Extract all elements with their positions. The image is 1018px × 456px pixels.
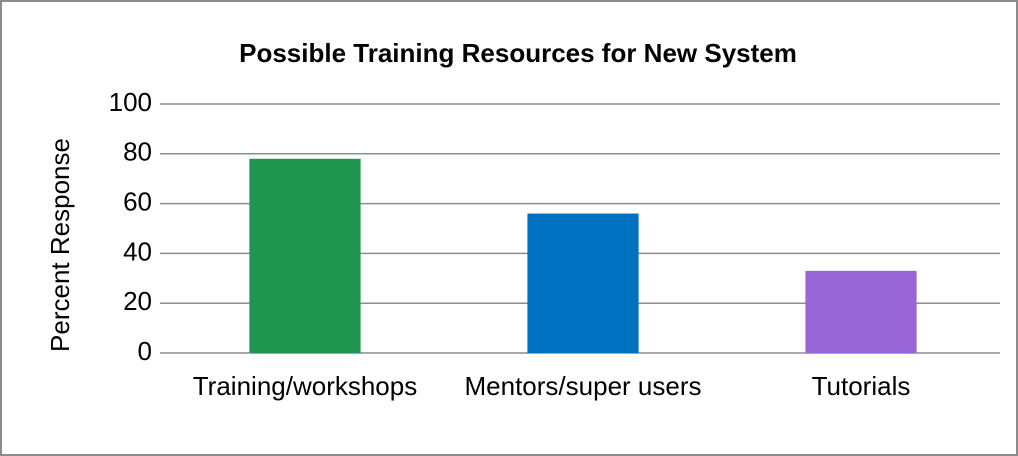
x-tick-label: Tutorials — [811, 371, 911, 401]
x-tick-label: Training/workshops — [192, 371, 418, 401]
y-tick-label: 0 — [138, 336, 152, 366]
chart-title: Possible Training Resources for New Syst… — [239, 38, 797, 68]
bar — [527, 213, 639, 353]
x-tick-label: Mentors/super users — [464, 371, 702, 401]
y-tick-label: 40 — [123, 236, 152, 266]
y-axis-label: Percent Response — [45, 138, 75, 352]
y-tick-label: 80 — [123, 137, 152, 167]
bar — [249, 158, 361, 353]
y-tick-label: 60 — [123, 186, 152, 216]
y-tick-label: 100 — [109, 87, 152, 117]
y-tick-label: 20 — [123, 286, 152, 316]
bar — [805, 270, 917, 353]
